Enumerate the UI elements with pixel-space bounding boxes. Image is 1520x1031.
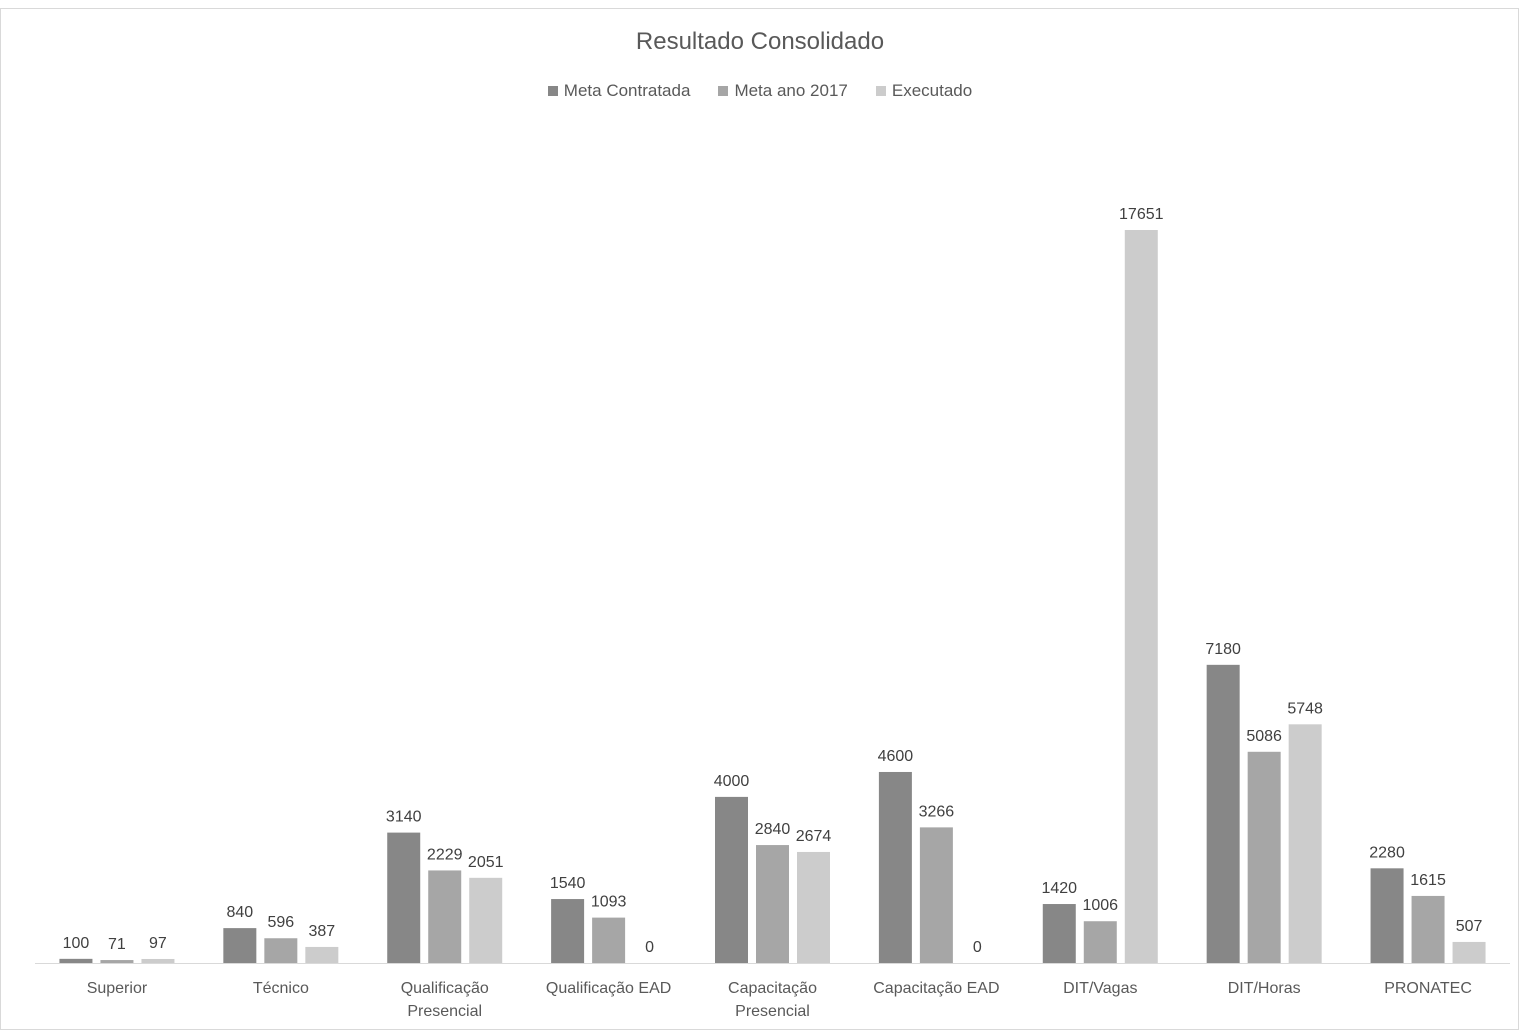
category-label-1: Técnico <box>253 980 309 997</box>
data-label-7-1: 5086 <box>1246 728 1282 745</box>
bar-2-0 <box>387 832 421 963</box>
bar-0-1 <box>100 960 134 963</box>
data-label-2-1: 2229 <box>427 846 463 863</box>
bar-7-2 <box>1288 724 1322 963</box>
bar-8-1 <box>1411 895 1445 963</box>
data-label-3-2: 0 <box>645 939 654 956</box>
legend-swatch-meta-ano-2017 <box>718 86 729 96</box>
category-label-5: Capacitação EAD <box>873 980 999 997</box>
data-label-1-0: 840 <box>226 904 253 921</box>
category-label-0: Superior <box>87 980 148 997</box>
data-label-0-1: 71 <box>108 936 126 953</box>
data-label-7-0: 7180 <box>1205 641 1241 658</box>
data-label-4-2: 2674 <box>796 828 832 845</box>
legend-label-executado: Executado <box>891 81 973 100</box>
category-label-2-line0: Qualificação <box>401 980 489 997</box>
data-label-5-0: 4600 <box>878 748 914 765</box>
chart-title: Resultado Consolidado <box>635 28 885 55</box>
legend-item-executado: Executado <box>875 81 973 101</box>
legend-label-meta-contratada: Meta Contratada <box>563 81 691 100</box>
bar-8-0 <box>1370 868 1404 963</box>
category-label-7: DIT/Horas <box>1228 980 1301 997</box>
bar-3-0 <box>551 899 585 963</box>
bar-4-0 <box>715 796 748 963</box>
data-label-1-1: 596 <box>267 914 294 931</box>
category-label-4-line0: Capacitação <box>728 980 817 997</box>
legend-item-meta-ano-2017: Meta ano 2017 <box>718 81 848 101</box>
bar-6-1 <box>1083 921 1117 963</box>
legend-swatch-meta-contratada <box>547 86 558 96</box>
category-label-4-line1: Presencial <box>735 1003 810 1020</box>
chart-legend: Meta Contratada Meta ano 2017 Executado <box>0 81 1520 101</box>
data-label-3-1: 1093 <box>591 894 627 911</box>
data-label-6-2: 17651 <box>1119 206 1164 223</box>
bar-7-1 <box>1247 751 1281 963</box>
bar-0-0 <box>59 958 93 963</box>
category-label-3: Qualificação EAD <box>546 980 671 997</box>
data-label-1-2: 387 <box>308 923 335 940</box>
bar-5-0 <box>878 771 912 963</box>
legend-item-meta-contratada: Meta Contratada <box>547 81 691 101</box>
legend-label-meta-ano-2017: Meta ano 2017 <box>734 81 848 100</box>
category-label-2-line1: Presencial <box>407 1003 482 1020</box>
data-label-2-2: 2051 <box>468 854 504 871</box>
bar-8-2 <box>1452 941 1486 963</box>
bar-6-2 <box>1124 230 1158 963</box>
data-label-0-2: 97 <box>149 935 167 952</box>
data-label-6-1: 1006 <box>1082 897 1118 914</box>
data-label-8-2: 507 <box>1456 918 1483 935</box>
data-label-4-1: 2840 <box>755 821 791 838</box>
data-label-5-2: 0 <box>973 939 982 956</box>
category-label-8: PRONATEC <box>1384 980 1472 997</box>
data-label-4-0: 4000 <box>714 773 750 790</box>
data-label-8-0: 2280 <box>1369 844 1405 861</box>
bar-6-0 <box>1042 904 1076 963</box>
bar-4-1 <box>756 845 789 963</box>
data-label-0-0: 100 <box>63 935 90 952</box>
data-label-8-1: 1615 <box>1410 872 1446 889</box>
data-label-7-2: 5748 <box>1287 700 1323 717</box>
bar-7-0 <box>1206 664 1240 963</box>
legend-swatch-executado <box>875 86 886 96</box>
data-label-2-0: 3140 <box>386 809 422 826</box>
data-label-3-0: 1540 <box>550 875 586 892</box>
bar-4-2 <box>797 851 830 963</box>
bar-0-2 <box>141 958 175 963</box>
data-label-5-1: 3266 <box>919 803 955 820</box>
bar-1-0 <box>223 928 257 963</box>
bar-3-1 <box>592 917 626 963</box>
category-label-6: DIT/Vagas <box>1063 980 1137 997</box>
bar-2-1 <box>428 870 462 963</box>
bar-2-2 <box>469 877 503 963</box>
bar-1-2 <box>305 946 339 963</box>
bar-5-1 <box>919 827 953 963</box>
data-label-6-0: 1420 <box>1041 880 1077 897</box>
bar-1-1 <box>264 938 298 963</box>
